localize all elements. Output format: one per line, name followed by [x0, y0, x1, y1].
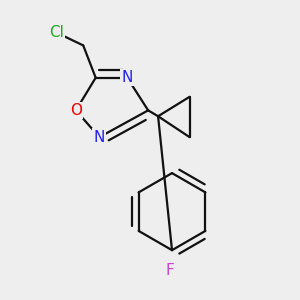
Text: N: N: [94, 130, 105, 145]
Text: O: O: [70, 103, 82, 118]
Text: Cl: Cl: [49, 25, 64, 40]
Text: N: N: [122, 70, 133, 85]
Text: F: F: [166, 263, 175, 278]
